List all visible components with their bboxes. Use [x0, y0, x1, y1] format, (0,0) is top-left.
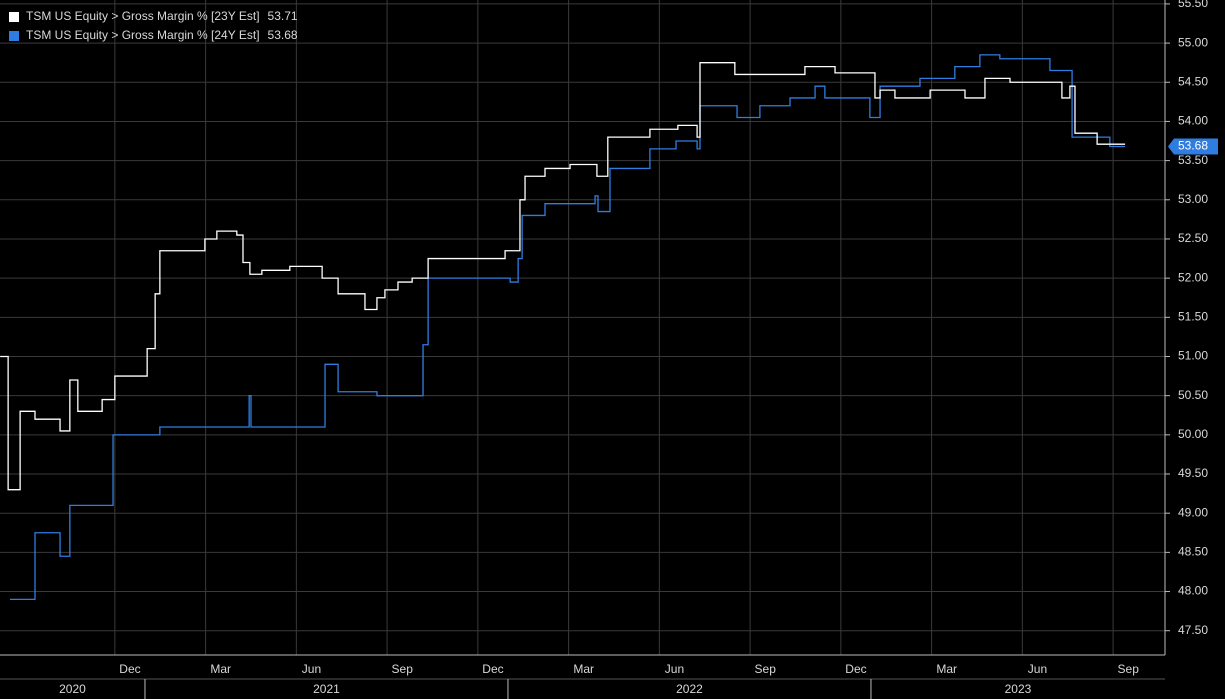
- y-tick-label: 47.50: [1178, 623, 1208, 637]
- y-tick-label: 51.50: [1178, 309, 1208, 323]
- legend-swatch: [9, 12, 19, 22]
- legend-value: 53.68: [268, 28, 298, 42]
- year-label: 2022: [676, 682, 703, 696]
- y-tick-label: 49.00: [1178, 505, 1208, 519]
- legend-swatch: [9, 31, 19, 41]
- y-tick-label: 49.50: [1178, 466, 1208, 480]
- x-tick-label: Dec: [119, 662, 140, 676]
- y-tick-label: 54.00: [1178, 114, 1208, 128]
- y-tick-label: 50.50: [1178, 388, 1208, 402]
- y-tick-label: 53.50: [1178, 153, 1208, 167]
- legend-value: 53.71: [268, 9, 298, 23]
- y-tick-label: 52.50: [1178, 231, 1208, 245]
- x-tick-label: Sep: [1118, 662, 1140, 676]
- value-tag: [1168, 138, 1218, 155]
- x-tick-label: Dec: [482, 662, 503, 676]
- x-tick-label: Mar: [573, 662, 594, 676]
- y-tick-label: 55.00: [1178, 35, 1208, 49]
- legend-label: TSM US Equity > Gross Margin % [23Y Est]: [26, 9, 260, 23]
- value-tag-label: 53.68: [1178, 139, 1208, 153]
- x-tick-label: Mar: [210, 662, 231, 676]
- series-line: [0, 62, 1126, 491]
- y-tick-label: 51.00: [1178, 349, 1208, 363]
- y-tick-label: 48.00: [1178, 584, 1208, 598]
- legend-label: TSM US Equity > Gross Margin % [24Y Est]: [26, 28, 260, 42]
- y-tick-label: 55.50: [1178, 0, 1208, 10]
- x-tick-label: Mar: [936, 662, 957, 676]
- y-tick-label: 52.00: [1178, 270, 1208, 284]
- x-tick-label: Sep: [755, 662, 777, 676]
- year-label: 2023: [1005, 682, 1032, 696]
- series-line: [9, 54, 1126, 601]
- x-tick-label: Jun: [665, 662, 684, 676]
- y-tick-label: 53.00: [1178, 192, 1208, 206]
- year-label: 2021: [313, 682, 340, 696]
- x-tick-label: Jun: [1028, 662, 1047, 676]
- x-tick-label: Dec: [845, 662, 866, 676]
- y-tick-label: 50.00: [1178, 427, 1208, 441]
- y-tick-label: 54.50: [1178, 74, 1208, 88]
- x-tick-label: Sep: [392, 662, 414, 676]
- y-tick-label: 48.50: [1178, 545, 1208, 559]
- x-tick-label: Jun: [302, 662, 321, 676]
- year-label: 2020: [59, 682, 86, 696]
